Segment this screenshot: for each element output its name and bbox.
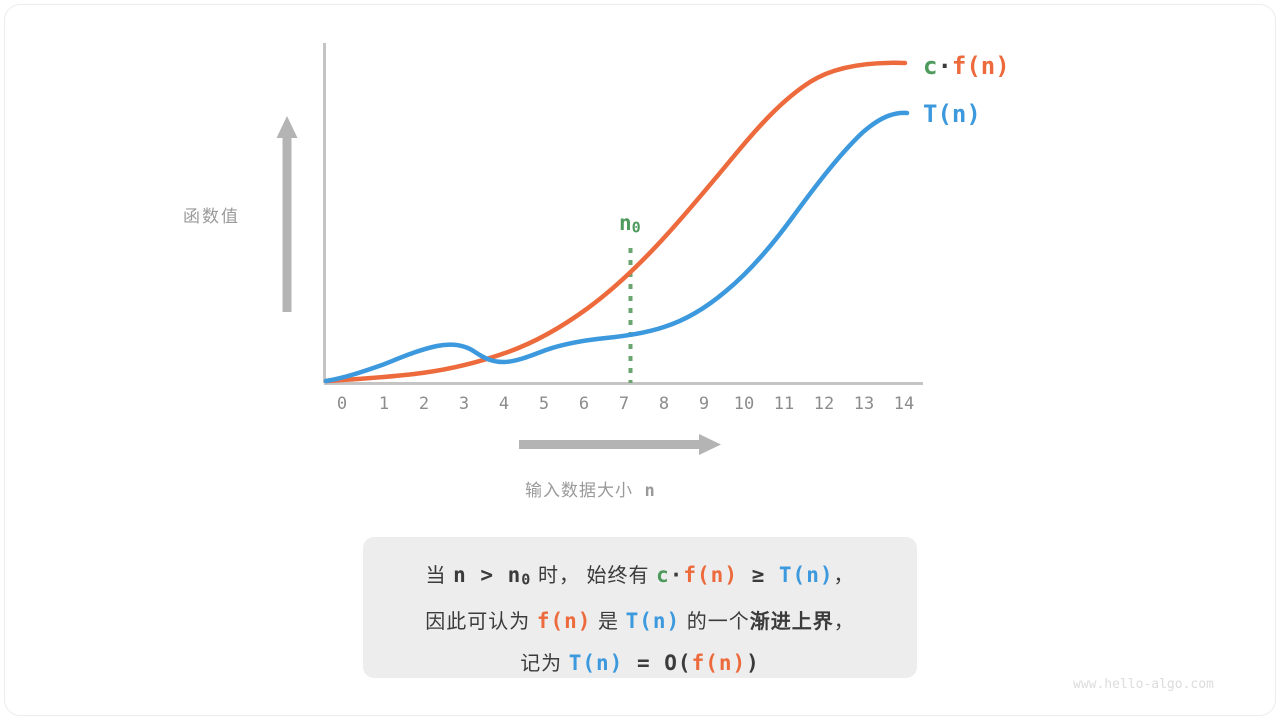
x-tick-4: 4 bbox=[498, 394, 510, 414]
x-tick-13: 13 bbox=[853, 394, 875, 414]
caption-line-1: 当 n > n0 时， 始终有 c·f(n) ≥ T(n)， bbox=[363, 555, 917, 601]
x-tick-2: 2 bbox=[418, 394, 430, 414]
x-axis-label: 输入数据大小 n bbox=[525, 476, 656, 501]
cap1-dot: · bbox=[669, 563, 684, 587]
legend-dot: · bbox=[937, 52, 952, 80]
cap2-t-of-n: T(n) bbox=[625, 608, 681, 633]
cap2-emphasis: 渐进上界 bbox=[749, 610, 834, 633]
cap2-seg4: ， bbox=[833, 610, 855, 633]
x-tick-1: 1 bbox=[378, 394, 390, 414]
cap1-c: c bbox=[656, 563, 670, 587]
cap1-seg2: 时， 始终有 bbox=[531, 565, 657, 587]
cap1-seg1: 当 bbox=[425, 565, 454, 587]
x-tick-6: 6 bbox=[578, 394, 590, 414]
cap2-seg1: 因此可认为 bbox=[425, 610, 537, 633]
x-axis-label-variable: n bbox=[644, 481, 656, 501]
cap2-seg2: 是 bbox=[591, 610, 626, 633]
legend-t-of-n: T(n) bbox=[923, 100, 981, 128]
y-direction-arrow bbox=[276, 116, 298, 312]
x-tick-10: 10 bbox=[733, 394, 755, 414]
caption-line-3: 记为 T(n) = O(f(n)) bbox=[363, 643, 917, 685]
cap2-f-of-n: f(n) bbox=[536, 608, 592, 633]
cap1-condition-sub: 0 bbox=[521, 570, 532, 589]
x-axis-tick-labels: 0 1 2 3 4 5 6 7 8 9 10 11 12 13 14 bbox=[324, 394, 924, 420]
cap3-f-of-n: f(n) bbox=[691, 650, 747, 675]
x-tick-8: 8 bbox=[658, 394, 670, 414]
cap3-t-of-n: T(n) bbox=[568, 650, 624, 675]
cap1-seg3: ， bbox=[833, 565, 855, 587]
x-tick-12: 12 bbox=[813, 394, 835, 414]
cap3-big-o-close: ) bbox=[746, 650, 760, 675]
x-tick-11: 11 bbox=[773, 394, 795, 414]
watermark: www.hello-algo.com bbox=[1073, 677, 1214, 692]
cap1-f-of-n: f(n) bbox=[683, 563, 738, 587]
x-tick-5: 5 bbox=[538, 394, 550, 414]
y-axis-label: 函数值 bbox=[183, 207, 240, 226]
legend-f-of-n: f(n) bbox=[951, 52, 1010, 80]
x-tick-14: 14 bbox=[893, 394, 915, 414]
x-tick-7: 7 bbox=[618, 394, 630, 414]
x-tick-0: 0 bbox=[336, 394, 348, 414]
cap3-seg1: 记为 bbox=[520, 652, 569, 675]
cap1-condition: n > n0 bbox=[453, 563, 532, 589]
n0-subscript: 0 bbox=[631, 218, 641, 237]
n0-annotation-label: n0 bbox=[619, 211, 641, 237]
x-axis-label-text: 输入数据大小 bbox=[525, 481, 633, 500]
legend-c: c bbox=[923, 52, 938, 80]
series-label-t-of-n: T(n) bbox=[923, 100, 981, 128]
cap3-big-o-open: O( bbox=[664, 650, 692, 675]
series-label-c-times-f-of-n: c·f(n) bbox=[923, 52, 1010, 80]
cap1-condition-text: n > n bbox=[453, 563, 522, 587]
curve-t-of-n bbox=[323, 110, 910, 384]
caption-box: 当 n > n0 时， 始终有 c·f(n) ≥ T(n)， 因此可认为 f(n… bbox=[363, 537, 917, 678]
x-direction-arrow bbox=[519, 434, 721, 455]
caption-line-2: 因此可认为 f(n) 是 T(n) 的一个渐进上界， bbox=[363, 601, 917, 643]
x-tick-9: 9 bbox=[698, 394, 710, 414]
n0-letter: n bbox=[619, 211, 632, 235]
cap1-t-of-n: T(n) bbox=[778, 563, 834, 587]
cap3-equals: = bbox=[623, 650, 665, 675]
curve-c-times-f-of-n bbox=[323, 60, 908, 384]
cap1-ge: ≥ bbox=[737, 563, 779, 587]
cap2-seg3: 的一个 bbox=[680, 610, 750, 633]
x-tick-3: 3 bbox=[458, 394, 470, 414]
